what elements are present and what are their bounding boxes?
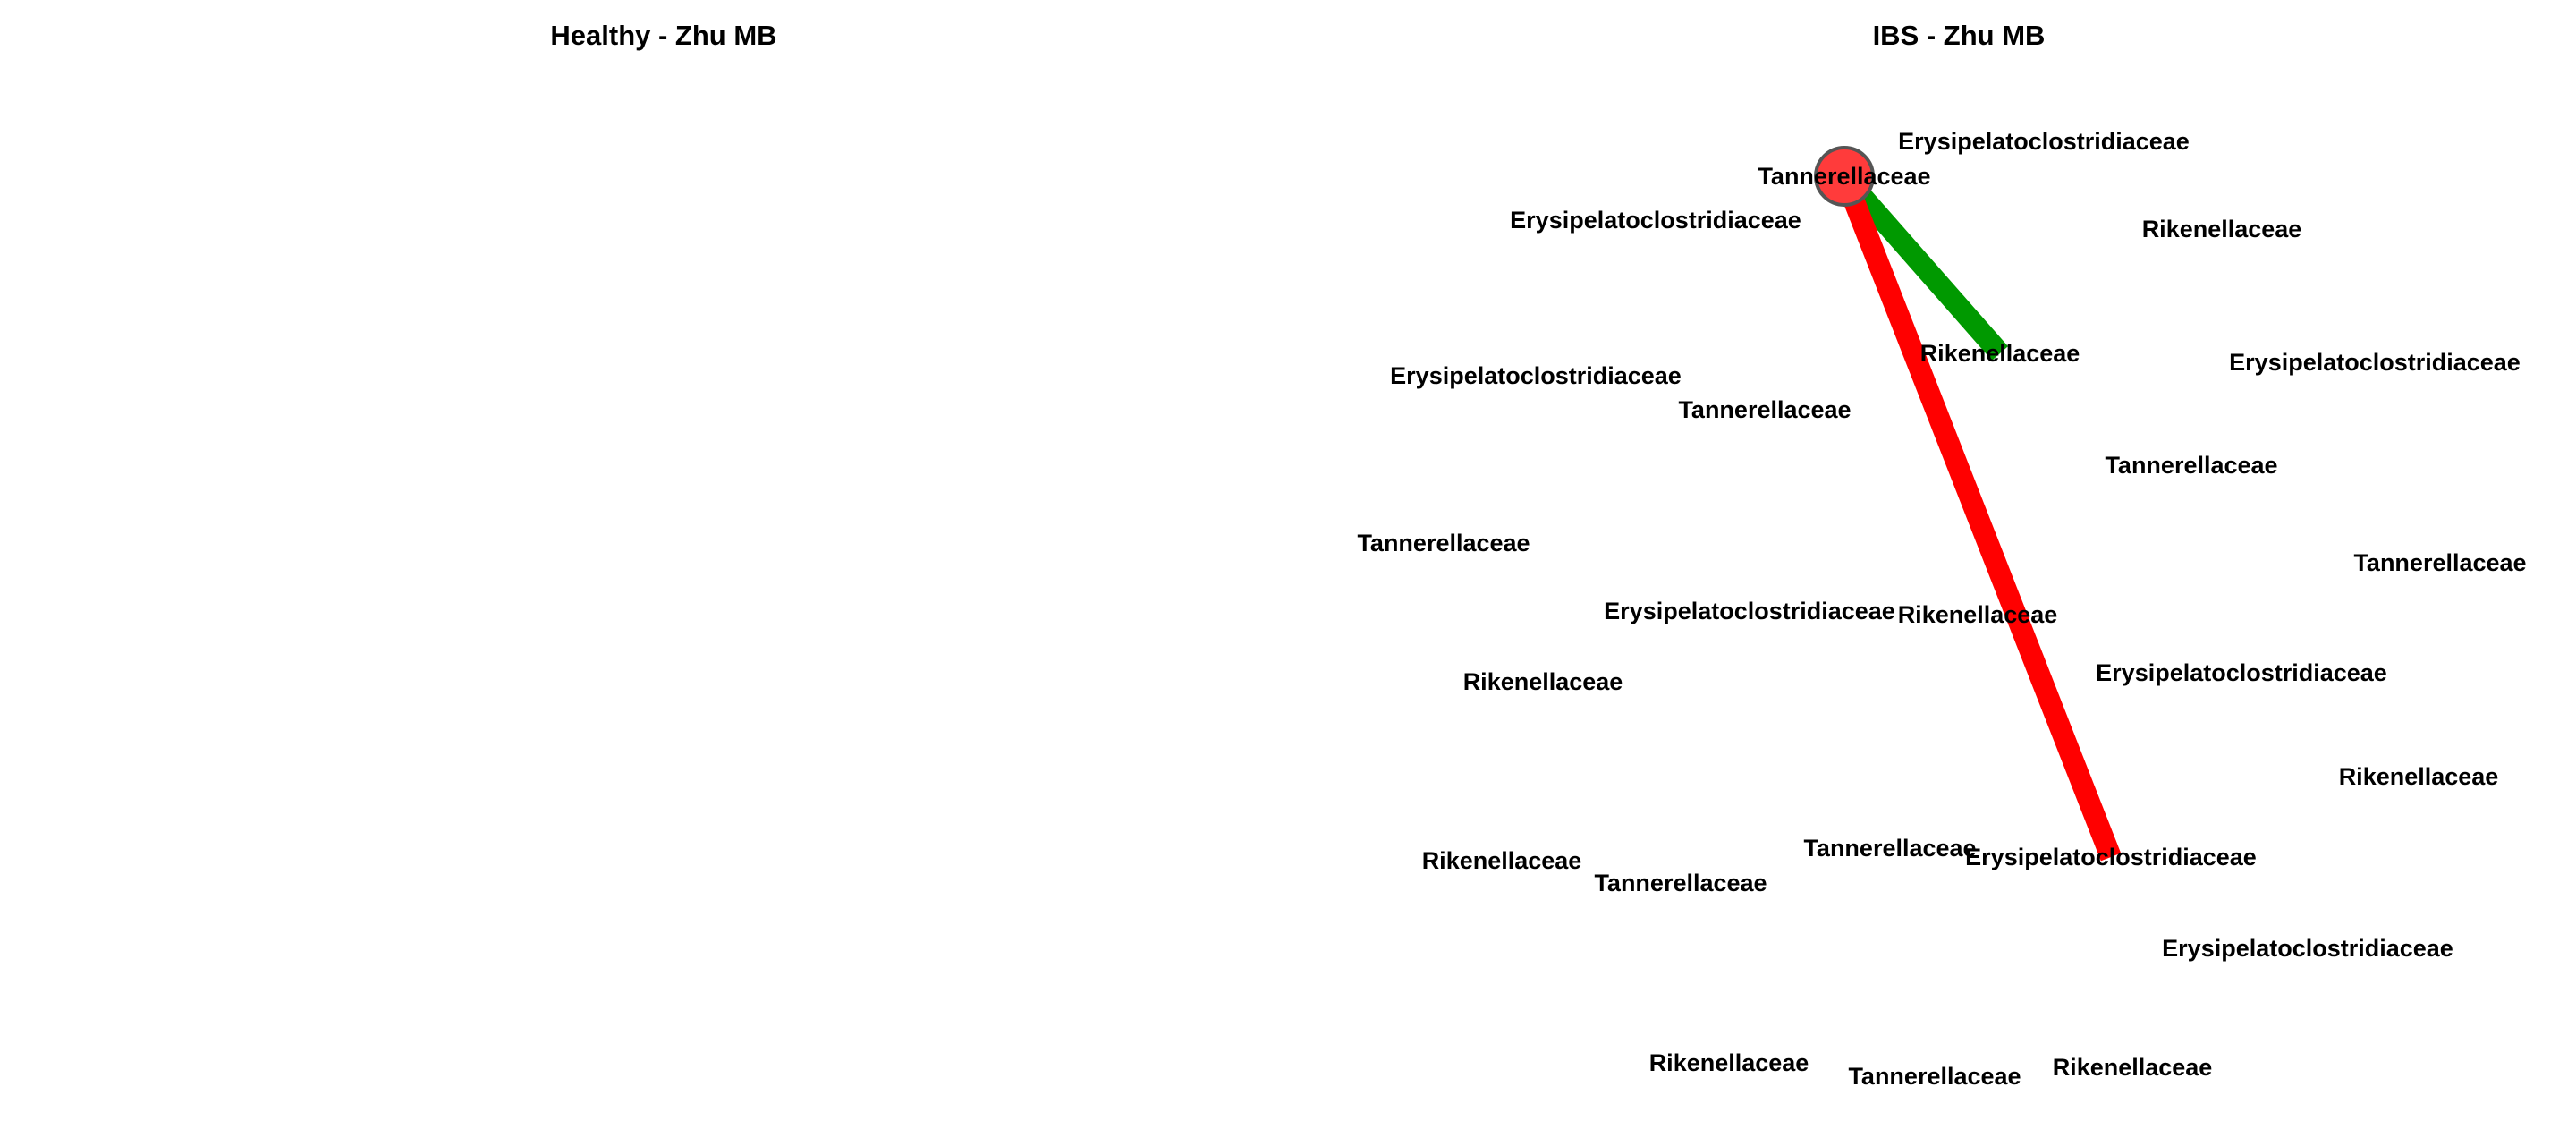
node-label-n16: Rikenellaceae — [2339, 763, 2499, 790]
node-label-n12: Erysipelatoclostridiaceae — [1604, 598, 1895, 624]
node-label-n22: Rikenellaceae — [1649, 1049, 1809, 1076]
node-label-n13: Rikenellaceae — [1898, 601, 2058, 628]
node-label-n19: Erysipelatoclostridiaceae — [1965, 844, 2257, 870]
node-label-n3: Erysipelatoclostridiaceae — [1510, 207, 1801, 234]
node-label-n7: Erysipelatoclostridiaceae — [2229, 349, 2521, 376]
node-label-n14: Rikenellaceae — [1463, 668, 1623, 695]
panel-healthy: Healthy - Zhu MB — [550, 20, 776, 51]
node-label-n10: Tannerellaceae — [1357, 530, 1530, 556]
edge-n1-n19 — [1834, 172, 2122, 862]
node-label-n17: Rikenellaceae — [1422, 847, 1582, 874]
node-label-n23: Tannerellaceae — [1848, 1063, 2021, 1090]
node-label-n15: Erysipelatoclostridiaceae — [2096, 659, 2387, 686]
panel-ibs: IBS - Zhu MB TannerellaceaeErysipelatocl… — [1357, 20, 2526, 1090]
node-marker-layer — [1814, 146, 1875, 207]
node-label-n1: Tannerellaceae — [1758, 163, 1930, 190]
panel-title-ibs: IBS - Zhu MB — [1873, 20, 2046, 51]
node-label-n11: Tannerellaceae — [2353, 549, 2526, 576]
node-label-n4: Rikenellaceae — [2142, 216, 2302, 242]
node-label-n21: Erysipelatoclostridiaceae — [2162, 935, 2453, 962]
node-marker-n1 — [1814, 146, 1875, 207]
node-label-n20: Tannerellaceae — [1594, 870, 1767, 896]
edge-layer — [1834, 169, 2122, 862]
node-label-n18: Tannerellaceae — [1803, 835, 1976, 862]
node-label-n8: Tannerellaceae — [1678, 396, 1851, 423]
panel-title-healthy: Healthy - Zhu MB — [550, 20, 776, 51]
node-label-n24: Rikenellaceae — [2053, 1054, 2213, 1081]
node-label-n9: Tannerellaceae — [2105, 452, 2277, 479]
node-label-n6: Erysipelatoclostridiaceae — [1390, 362, 1682, 389]
node-label-layer: TannerellaceaeErysipelatoclostridiaceaeE… — [1357, 128, 2526, 1090]
node-label-n2: Erysipelatoclostridiaceae — [1898, 128, 2190, 155]
edge-n1-n5 — [1835, 169, 2009, 361]
node-label-n5: Rikenellaceae — [1920, 340, 2080, 367]
